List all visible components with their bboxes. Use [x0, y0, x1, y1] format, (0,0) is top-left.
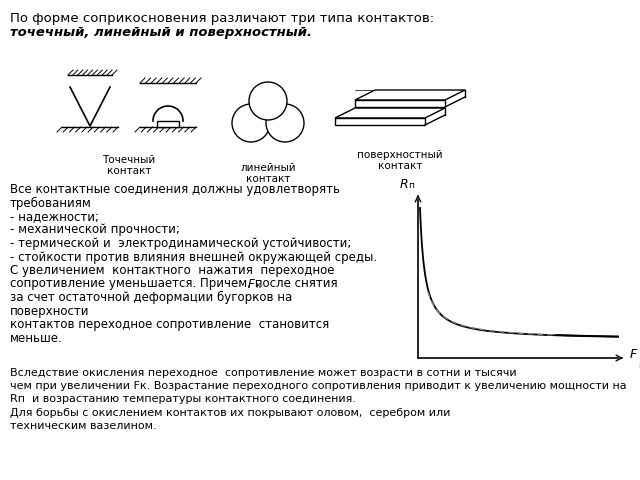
Text: - стойкости против влияния внешней окружающей среды.: - стойкости против влияния внешней окруж… [10, 251, 377, 264]
Text: Rп  и возрастанию температуры контактного соединения.: Rп и возрастанию температуры контактного… [10, 395, 356, 404]
Circle shape [249, 82, 287, 120]
Text: контакт: контакт [246, 174, 290, 184]
Text: к: к [255, 280, 260, 289]
Circle shape [266, 104, 304, 142]
Text: поверхности: поверхности [10, 304, 90, 317]
Text: контактов переходное сопротивление  становится: контактов переходное сопротивление стано… [10, 318, 329, 331]
Text: - механической прочности;: - механической прочности; [10, 224, 180, 237]
Text: По форме соприкосновения различают три типа контактов:: По форме соприкосновения различают три т… [10, 12, 434, 25]
Text: контакт: контакт [378, 161, 422, 171]
Text: Для борьбы с окислением контактов их покрывают оловом,  серебром или: Для борьбы с окислением контактов их пок… [10, 408, 451, 418]
Text: меньше.: меньше. [10, 332, 63, 345]
Text: Все контактные соединения должны удовлетворять: Все контактные соединения должны удовлет… [10, 183, 340, 196]
Text: техническим вазелином.: техническим вазелином. [10, 421, 157, 431]
Text: контакт: контакт [107, 166, 151, 176]
Text: R: R [400, 179, 408, 192]
Text: линейный: линейный [240, 163, 296, 173]
Text: за счет остаточной деформации бугорков на: за счет остаточной деформации бугорков н… [10, 291, 292, 304]
Text: чем при увеличении Fк. Возрастание переходного сопротивления приводит к увеличен: чем при увеличении Fк. Возрастание перех… [10, 381, 627, 391]
Polygon shape [355, 90, 465, 100]
Text: С увеличением  контактного  нажатия  переходное: С увеличением контактного нажатия перехо… [10, 264, 335, 277]
Text: сопротивление уменьшается. Причем, после снятия: сопротивление уменьшается. Причем, после… [10, 277, 341, 290]
Text: F: F [248, 277, 254, 290]
Text: Вследствие окисления переходное  сопротивление может возрасти в сотни и тысячи: Вследствие окисления переходное сопротив… [10, 368, 516, 378]
Text: - надежности;: - надежности; [10, 210, 99, 223]
Text: требованиям: требованиям [10, 196, 92, 210]
Text: к: к [638, 361, 640, 370]
Polygon shape [335, 118, 425, 125]
Polygon shape [355, 100, 445, 107]
Text: поверхностный: поверхностный [357, 150, 443, 160]
Text: точечный, линейный и поверхностный.: точечный, линейный и поверхностный. [10, 26, 312, 39]
Text: - термической и  электродинамической устойчивости;: - термической и электродинамической усто… [10, 237, 351, 250]
Bar [157, 121, 179, 127]
Circle shape [232, 104, 270, 142]
Text: F: F [630, 348, 637, 360]
Text: п: п [408, 181, 414, 190]
Text: Точечный: Точечный [102, 155, 156, 165]
Polygon shape [335, 108, 445, 118]
